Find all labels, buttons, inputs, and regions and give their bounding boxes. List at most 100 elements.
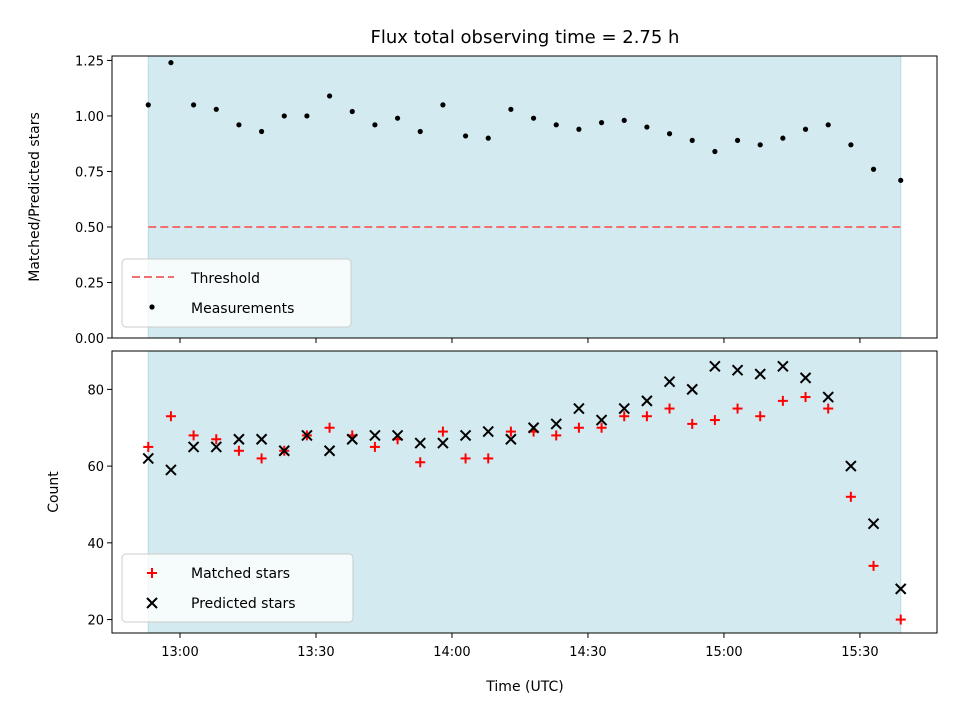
measurement-point xyxy=(825,122,831,128)
measurement-point xyxy=(417,128,423,135)
cross-b xyxy=(187,441,200,453)
matched-star-point xyxy=(551,430,562,441)
matched-star-point xyxy=(437,426,448,437)
measurement-point xyxy=(644,124,650,130)
cross-b xyxy=(867,517,880,530)
measurement-point xyxy=(621,117,627,123)
cross-b xyxy=(573,402,585,415)
cross-b xyxy=(391,429,404,442)
measurement-point xyxy=(508,106,514,112)
x-tick-label: 13:30 xyxy=(297,645,334,660)
y-tick-label: 0.50 xyxy=(75,221,104,236)
predicted-star-point xyxy=(414,437,426,449)
matched-star-point xyxy=(641,411,652,422)
cross-b xyxy=(165,464,177,476)
predicted-star-point xyxy=(437,437,449,449)
bottom-y-ticks: 20 40 60 80 xyxy=(87,383,112,629)
measurement-point xyxy=(757,142,763,148)
top-x-ticks xyxy=(179,338,861,343)
cross-b xyxy=(731,364,744,376)
measurement-point xyxy=(349,108,355,115)
matched-star-point xyxy=(664,403,675,414)
cross-b xyxy=(482,425,494,438)
matched-star-point xyxy=(709,415,720,426)
bottom-x-ticks: 13:00 13:30 14:00 14:30 15:00 15:30 xyxy=(161,633,879,660)
cross-b xyxy=(845,460,857,472)
predicted-star-point xyxy=(187,441,200,453)
measurement-point xyxy=(168,60,174,66)
predicted-star-point xyxy=(709,360,721,373)
measurement-point xyxy=(304,113,310,119)
legend-matched-swatch xyxy=(147,568,157,578)
matched-star-point xyxy=(211,434,222,445)
predicted-star-point xyxy=(210,441,222,453)
predicted-star-point xyxy=(595,414,608,426)
predicted-star-point xyxy=(459,429,472,442)
measurement-point xyxy=(780,135,786,141)
predicted-star-point xyxy=(845,460,857,472)
matched-star-point xyxy=(800,392,811,403)
bottom-legend-frame xyxy=(121,553,354,623)
predicted-star-point xyxy=(663,375,676,388)
cross-b xyxy=(369,429,381,442)
measurement-point xyxy=(870,166,877,172)
predicted-star-point xyxy=(822,391,834,403)
predicted-star-point xyxy=(323,445,336,457)
cross-b xyxy=(278,445,290,457)
predicted-star-point xyxy=(799,372,812,384)
predicted-star-point xyxy=(573,402,585,415)
predicted-star-point xyxy=(482,425,494,438)
cross-b xyxy=(618,402,630,415)
matched-stars-markers xyxy=(143,392,906,625)
measurement-point xyxy=(281,113,287,119)
measurement-point xyxy=(462,133,469,139)
predicted-star-point xyxy=(505,433,517,445)
measurement-point xyxy=(576,126,582,132)
matched-star-point xyxy=(143,441,154,452)
cross-b xyxy=(414,437,426,449)
x-tick-label: 13:00 xyxy=(161,645,198,660)
cross-b xyxy=(663,375,676,388)
matched-star-point xyxy=(324,422,335,433)
top-y-axis-label: Matched/Predicted stars xyxy=(27,112,43,282)
cross-b xyxy=(595,414,608,426)
measurement-point xyxy=(326,93,333,99)
predicted-star-point xyxy=(142,452,154,465)
measurement-point xyxy=(802,126,809,132)
cross-b xyxy=(822,391,834,403)
measurement-point xyxy=(258,128,265,135)
top-legend: Threshold Measurements xyxy=(121,258,352,328)
matched-star-point xyxy=(687,418,698,429)
cross-b xyxy=(505,433,517,445)
legend-plus xyxy=(147,568,157,578)
y-tick-label: 40 xyxy=(87,537,104,552)
cross-b xyxy=(459,429,472,442)
predicted-star-point xyxy=(777,360,789,373)
measurement-point xyxy=(440,102,446,108)
matched-star-point xyxy=(732,403,743,414)
y-tick-label: 0.75 xyxy=(75,165,104,180)
measurement-point xyxy=(485,135,491,141)
legend-predicted-swatch xyxy=(146,597,158,609)
bottom-axes-frame xyxy=(111,350,938,634)
legend-measurements-swatch xyxy=(149,304,155,310)
cross-b xyxy=(323,445,336,457)
x-axis-label: Time (UTC) xyxy=(485,679,563,695)
cross-b xyxy=(895,583,907,595)
matched-star-point xyxy=(755,411,766,422)
cross-b xyxy=(142,452,154,465)
predicted-star-point xyxy=(391,429,404,442)
measurement-point xyxy=(553,122,559,128)
matched-star-point xyxy=(596,422,607,433)
y-tick-label: 0.25 xyxy=(75,276,104,291)
measurement-point xyxy=(145,102,151,108)
predicted-star-point xyxy=(346,433,358,445)
legend-measurements-label: Measurements xyxy=(191,301,294,317)
measurement-point xyxy=(666,131,673,137)
matched-star-point xyxy=(415,457,426,468)
cross-b xyxy=(527,422,540,434)
matched-star-point xyxy=(188,430,199,441)
matched-star-point xyxy=(256,453,267,464)
predicted-stars-markers xyxy=(142,360,907,595)
predicted-star-point xyxy=(618,402,630,415)
